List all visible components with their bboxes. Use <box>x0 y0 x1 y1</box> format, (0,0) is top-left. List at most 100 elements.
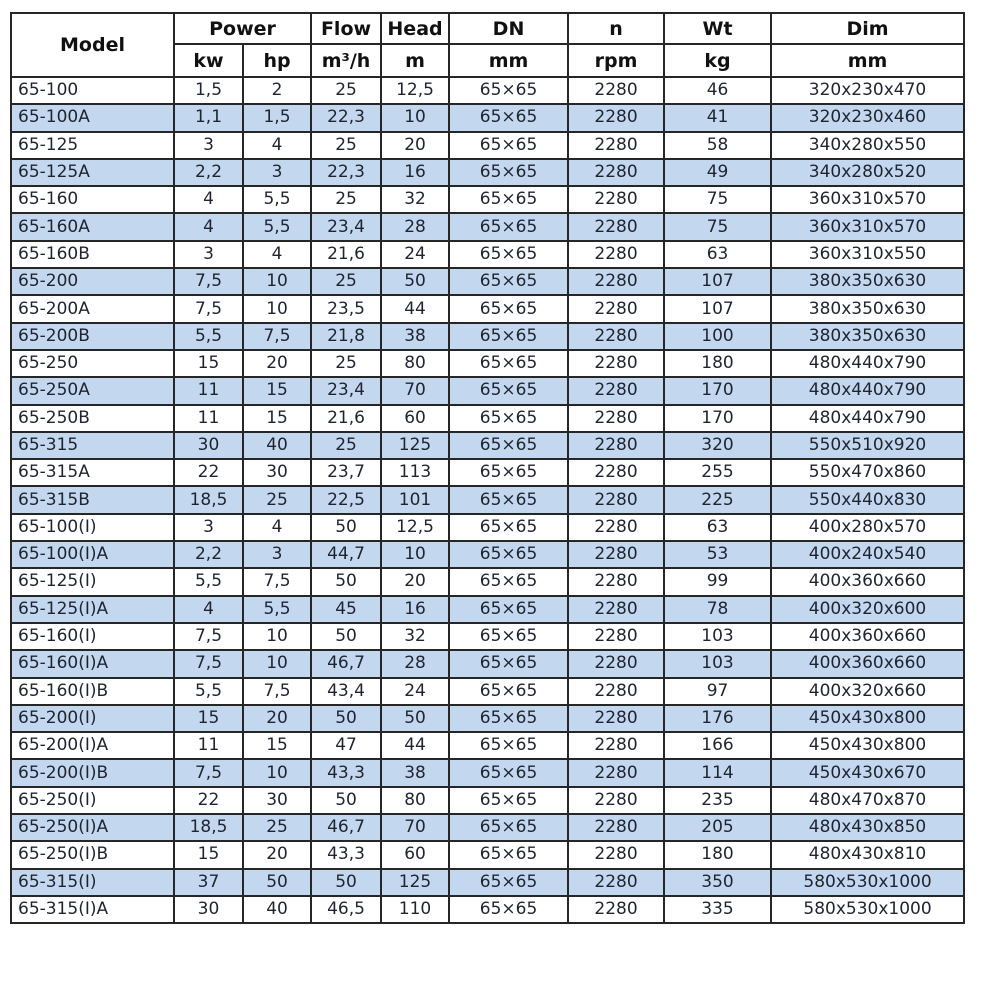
model-cell: 65-100A <box>10 103 175 133</box>
table-row: 65-125(I)A 4 5,5 45 16 65×65 2280 78 400… <box>10 594 966 624</box>
power-kw-cell: 1,5 <box>173 75 244 106</box>
table-row: 65-200A 7,5 10 23,5 44 65×65 2280 107 38… <box>10 294 966 324</box>
power-hp-cell: 25 <box>241 485 313 515</box>
model-cell: 65-160(I)B <box>10 676 175 706</box>
header-row-groups: Model Power Flow Head DN n Wt Dim <box>10 12 966 78</box>
model-cell: 65-200 <box>10 267 175 297</box>
dim-cell: 320x230x460 <box>770 103 966 133</box>
power-hp-cell: 15 <box>241 731 313 761</box>
dn-cell: 65×65 <box>448 540 570 570</box>
table-row: 65-315 30 40 25 125 65×65 2280 320 550x5… <box>10 430 966 461</box>
weight-cell: 63 <box>663 512 773 543</box>
rpm-cell: 2280 <box>567 212 666 242</box>
dim-cell: 580x530x1000 <box>770 894 966 925</box>
table-row: 65-315A 22 30 23,7 113 65×65 2280 255 55… <box>10 458 966 488</box>
head-cell: 32 <box>380 621 451 652</box>
header-row-units: kw hp m³/h m mm rpm kg mm <box>11 43 966 78</box>
head-cell: 80 <box>380 348 451 379</box>
power-kw-cell: 3 <box>173 130 244 160</box>
head-cell: 125 <box>380 867 451 897</box>
rpm-cell: 2280 <box>567 157 666 188</box>
power-kw-cell: 4 <box>173 185 244 215</box>
head-cell: 70 <box>380 376 451 406</box>
rpm-cell: 2280 <box>567 894 666 925</box>
power-hp-cell: 1,5 <box>241 103 313 133</box>
table-row: 65-100 1,5 2 25 12,5 65×65 2280 46 320x2… <box>10 75 966 106</box>
rpm-cell: 2280 <box>567 267 666 297</box>
power-hp-cell: 7,5 <box>241 567 313 597</box>
power-kw-cell: 3 <box>173 512 244 543</box>
head-cell: 20 <box>380 130 451 160</box>
flow-cell: 25 <box>310 348 383 379</box>
dn-cell: 65×65 <box>448 403 570 433</box>
model-cell: 65-315(I)A <box>10 894 175 925</box>
power-hp-cell: 30 <box>241 785 313 816</box>
col-header-n: n <box>567 12 666 45</box>
weight-cell: 180 <box>663 348 773 379</box>
power-hp-cell: 3 <box>241 157 313 188</box>
head-cell: 101 <box>380 485 451 515</box>
dim-cell: 550x470x860 <box>770 458 966 488</box>
model-cell: 65-200B <box>10 321 175 351</box>
weight-cell: 235 <box>663 785 773 816</box>
head-cell: 32 <box>380 185 451 215</box>
weight-cell: 75 <box>663 212 773 242</box>
power-hp-cell: 40 <box>241 894 313 925</box>
unit-header-kg: kg <box>663 43 773 78</box>
weight-cell: 53 <box>663 540 773 570</box>
dn-cell: 65×65 <box>448 567 570 597</box>
dim-cell: 480x440x790 <box>770 376 966 406</box>
weight-cell: 41 <box>663 103 773 133</box>
power-hp-cell: 4 <box>241 130 313 160</box>
model-cell: 65-250A <box>10 376 175 406</box>
weight-cell: 255 <box>663 458 773 488</box>
table-row: 65-250(I) 22 30 50 80 65×65 2280 235 480… <box>10 785 966 816</box>
table-row: 65-160(I) 7,5 10 50 32 65×65 2280 103 40… <box>10 621 966 652</box>
dim-cell: 400x360x660 <box>770 621 966 652</box>
power-hp-cell: 20 <box>241 840 313 870</box>
power-kw-cell: 5,5 <box>173 321 244 351</box>
dim-cell: 360x310x550 <box>770 239 966 270</box>
head-cell: 12,5 <box>380 512 451 543</box>
dim-cell: 480x430x810 <box>770 840 966 870</box>
flow-cell: 50 <box>310 703 383 734</box>
table-body: 65-100 1,5 2 25 12,5 65×65 2280 46 320x2… <box>10 75 966 925</box>
flow-cell: 22,5 <box>310 485 383 515</box>
power-kw-cell: 22 <box>173 458 244 488</box>
head-cell: 20 <box>380 567 451 597</box>
power-hp-cell: 10 <box>241 267 313 297</box>
weight-cell: 58 <box>663 130 773 160</box>
dn-cell: 65×65 <box>448 348 570 379</box>
dn-cell: 65×65 <box>448 512 570 543</box>
rpm-cell: 2280 <box>567 785 666 816</box>
power-kw-cell: 3 <box>173 239 244 270</box>
unit-header-rpm: rpm <box>567 43 666 78</box>
rpm-cell: 2280 <box>567 594 666 624</box>
power-hp-cell: 15 <box>241 403 313 433</box>
table-row: 65-200(I)A 11 15 47 44 65×65 2280 166 45… <box>10 731 966 761</box>
power-kw-cell: 18,5 <box>173 813 244 843</box>
weight-cell: 78 <box>663 594 773 624</box>
flow-cell: 43,4 <box>310 676 383 706</box>
power-kw-cell: 7,5 <box>173 621 244 652</box>
dn-cell: 65×65 <box>448 894 570 925</box>
dim-cell: 400x360x660 <box>770 649 966 679</box>
table-row: 65-250A 11 15 23,4 70 65×65 2280 170 480… <box>10 376 966 406</box>
flow-cell: 25 <box>310 430 383 461</box>
flow-cell: 21,6 <box>310 239 383 270</box>
table-row: 65-100A 1,1 1,5 22,3 10 65×65 2280 41 32… <box>10 103 966 133</box>
table-row: 65-100(I) 3 4 50 12,5 65×65 2280 63 400x… <box>10 512 966 543</box>
table-row: 65-125(I) 5,5 7,5 50 20 65×65 2280 99 40… <box>10 567 966 597</box>
power-hp-cell: 5,5 <box>241 212 313 242</box>
rpm-cell: 2280 <box>567 731 666 761</box>
unit-header-dn-mm: mm <box>448 43 570 78</box>
power-kw-cell: 30 <box>173 894 244 925</box>
weight-cell: 107 <box>663 267 773 297</box>
power-hp-cell: 5,5 <box>241 594 313 624</box>
rpm-cell: 2280 <box>567 758 666 788</box>
power-kw-cell: 5,5 <box>173 567 244 597</box>
power-kw-cell: 15 <box>173 840 244 870</box>
head-cell: 60 <box>380 403 451 433</box>
col-header-dn: DN <box>448 12 570 45</box>
table-row: 65-125A 2,2 3 22,3 16 65×65 2280 49 340x… <box>10 157 966 188</box>
